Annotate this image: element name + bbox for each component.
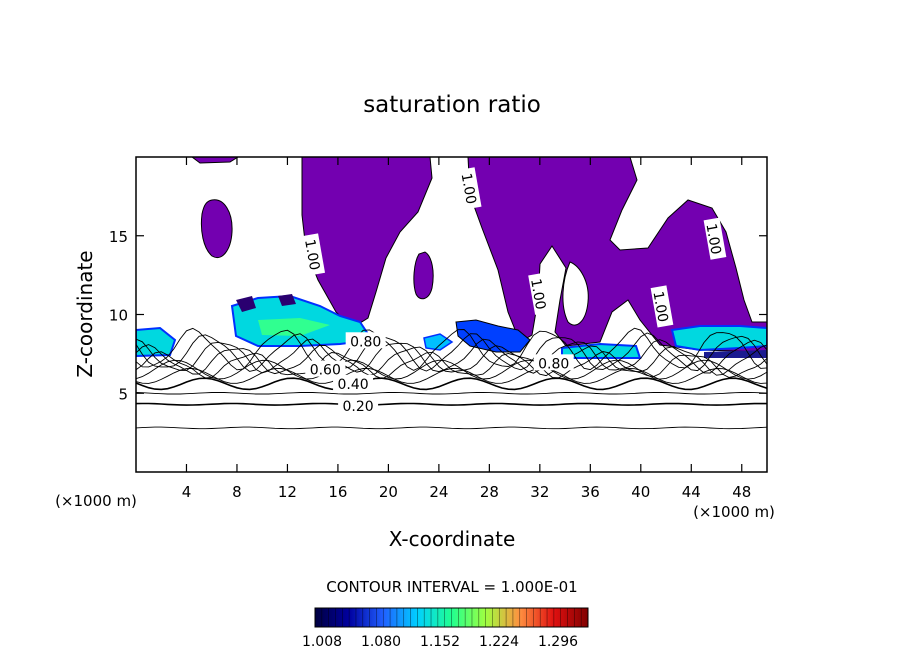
colorbar-tick-label: 1.080	[361, 634, 401, 650]
y-tick-label: 15	[109, 228, 128, 246]
band-left-edge	[136, 326, 177, 358]
contour-label-bg	[528, 272, 551, 315]
cloud-region-middle-blob	[413, 251, 434, 300]
x-tick-label: 40	[631, 483, 650, 501]
colorbar: 1.008 1.080 1.152 1.224 1.296	[302, 607, 589, 650]
y-tick-label: 5	[118, 385, 128, 403]
band-left-dots	[236, 294, 296, 312]
contour-interval-text: CONTOUR INTERVAL = 1.000E-01	[326, 578, 577, 596]
x-tick-label: 16	[328, 483, 347, 501]
contour-label: 1.00	[301, 233, 326, 276]
contour-label-bg	[338, 396, 379, 413]
contour-label-text: 1.00	[458, 172, 479, 205]
contour-label-text: 1.00	[702, 222, 723, 255]
contour-label: 1.00	[527, 272, 551, 315]
contour-line	[136, 332, 767, 372]
contour-label: 1.00	[458, 167, 482, 210]
contour-label-text: 0.20	[343, 399, 374, 415]
contour-label-text: 0.40	[337, 377, 368, 393]
contour-label-text: 0.60	[310, 363, 341, 379]
y-axis-label: Z-coordinate	[73, 250, 97, 377]
colorbar-hatching	[314, 608, 589, 627]
colorbar-tick-label: 1.152	[420, 634, 460, 650]
y-axis-ticks: 5 10 15	[109, 228, 767, 403]
contour-line	[136, 368, 767, 384]
contour-lines	[136, 327, 767, 430]
band-left-green	[258, 318, 330, 336]
contour-label: 1.00	[702, 217, 727, 260]
band-right-edge	[670, 325, 767, 352]
x-unit-left: (×1000 m)	[55, 492, 137, 510]
contour-label: 1.00	[649, 285, 674, 328]
x-tick-label: 48	[732, 483, 751, 501]
contour-label: 0.60	[305, 360, 346, 379]
band-middle-small	[423, 333, 454, 351]
colorbar-tick-label: 1.224	[479, 634, 519, 650]
band-middle-right	[455, 319, 531, 353]
contour-line	[136, 426, 767, 430]
cloud-region-left-blob	[200, 199, 233, 258]
contour-line	[136, 392, 767, 395]
contour-label-text: 1.00	[649, 290, 670, 323]
x-tick-label: 28	[480, 483, 499, 501]
contour-label-bg	[703, 217, 727, 260]
x-tick-label: 12	[278, 483, 297, 501]
x-tick-label: 36	[581, 483, 600, 501]
contour-label-bg	[533, 354, 574, 371]
colorbar-tick-label: 1.296	[538, 634, 578, 650]
contour-line	[136, 402, 767, 406]
contour-label: 0.80	[533, 354, 574, 372]
contour-label: 0.80	[345, 332, 386, 350]
cloud-region-main-right	[467, 157, 767, 353]
contour-line	[136, 344, 767, 377]
contour-line	[136, 359, 767, 380]
contour-label: 0.20	[338, 396, 379, 415]
contour-label-text: 0.80	[350, 334, 381, 350]
cloud-region-top-small	[191, 157, 239, 164]
x-tick-label: 32	[530, 483, 549, 501]
chart-title: saturation ratio	[363, 92, 541, 118]
contour-line	[136, 377, 767, 391]
contour-label: 0.40	[333, 374, 374, 393]
contour-label-bg	[333, 374, 374, 391]
x-tick-label: 8	[232, 483, 242, 501]
contour-labels: 0.20 0.400.60 0.80 0.80 1.00 1.00 1.00 1.00 1.00	[301, 167, 727, 415]
x-unit-right: (×1000 m)	[693, 503, 775, 521]
x-tick-label: 20	[379, 483, 398, 501]
contour-label-bg	[458, 167, 482, 210]
contour-label-bg	[345, 332, 386, 349]
colorbar-tick-labels: 1.008 1.080 1.152 1.224 1.296	[302, 634, 578, 650]
x-axis-ticks: 4 8 12 16 20 24 28 32 36 40 44 48	[182, 157, 751, 501]
y-tick-label: 10	[109, 307, 128, 325]
contour-line	[136, 327, 767, 371]
contour-label-text: 1.00	[527, 277, 548, 310]
contour-label-bg	[302, 233, 326, 276]
x-tick-label: 24	[429, 483, 448, 501]
colorbar-tick-label: 1.008	[302, 634, 342, 650]
x-tick-label: 4	[182, 483, 192, 501]
band-right-dark-strip	[704, 350, 767, 358]
contour-label-bg	[305, 360, 346, 377]
contour-label-text: 1.00	[301, 238, 322, 271]
plot-area: 0.20 0.400.60 0.80 0.80 1.00 1.00 1.00 1.00 1.00	[136, 157, 767, 472]
x-tick-label: 44	[682, 483, 701, 501]
contour-label-text: 0.80	[538, 356, 569, 372]
contour-line	[136, 338, 767, 374]
cloud-region-right-notch	[562, 261, 589, 326]
contour-line	[136, 351, 767, 380]
contour-label-bg	[650, 285, 674, 328]
x-axis-label: X-coordinate	[389, 527, 516, 551]
